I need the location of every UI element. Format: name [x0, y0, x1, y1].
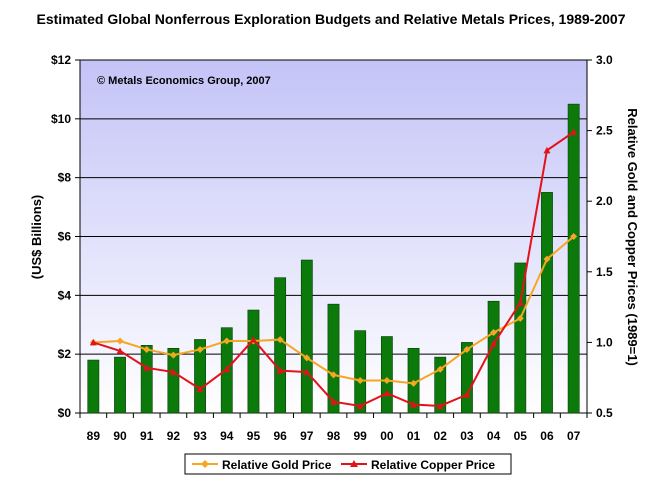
y-axis-label: (US$ Billions) [29, 195, 44, 280]
copper-price-point [249, 336, 257, 343]
copper-price-point [303, 368, 311, 376]
gold-price-point [116, 337, 124, 345]
x-tick-label: 00 [380, 429, 394, 443]
gold-price-point [570, 233, 578, 240]
exploration-budget-bar [380, 336, 393, 414]
gold-price-point [436, 365, 444, 373]
gold-price-point [223, 337, 231, 345]
x-tick-label: 92 [167, 429, 181, 443]
x-axis-ticks: 89 90 91 92 93 94 95 96 97 98 99 00 01 02 03 04 05 06 07 [79, 413, 588, 443]
y2-tick-label: 1.0 [596, 335, 613, 349]
legend-copper-label: Relative Copper Price [371, 458, 495, 472]
x-tick-label: 06 [540, 429, 554, 443]
exploration-budget-bar [327, 303, 340, 414]
copper-price-point [436, 402, 444, 409]
y2-axis-ticks: 0.5 1.0 1.5 2.0 2.5 3.0 [587, 53, 613, 420]
copper-price-point [116, 347, 124, 354]
x-tick-label: 07 [567, 429, 581, 443]
legend: Relative Gold Price Relative Copper Pric… [184, 453, 512, 475]
gold-price-point [276, 336, 284, 344]
line-series [89, 128, 578, 409]
gold-price-point [410, 379, 418, 387]
x-tick-label: 94 [220, 429, 234, 443]
x-tick-label: 91 [140, 429, 154, 443]
copper-price-point [276, 367, 284, 374]
copper-price-point [143, 364, 151, 371]
y2-tick-label: 1.5 [596, 265, 613, 279]
y2-tick-label: 2.0 [596, 194, 613, 208]
legend-copper-marker [350, 460, 358, 467]
exploration-budget-bar [247, 309, 260, 414]
gold-price-point [463, 345, 471, 353]
exploration-budget-bar [140, 345, 153, 414]
copyright-note: © Metals Economics Group, 2007 [97, 75, 271, 87]
copper-price-point [516, 299, 524, 306]
y-tick-label: $8 [58, 171, 72, 185]
exploration-budget-bar [434, 356, 447, 414]
exploration-budget-bar [87, 359, 100, 414]
gold-price-point [490, 329, 498, 337]
gold-price-point [143, 345, 151, 353]
gold-price-point [383, 377, 391, 385]
gold-price-point [169, 351, 177, 359]
x-tick-label: 98 [327, 429, 341, 443]
y-axis-ticks: $0 $2 $4 $6 $8 $10 $12 [51, 53, 80, 420]
copper-price-point [196, 385, 204, 392]
x-tick-label: 96 [273, 429, 287, 443]
y2-tick-label: 0.5 [596, 406, 613, 420]
copper-price-point [89, 338, 97, 346]
x-tick-label: 95 [247, 429, 261, 443]
exploration-budget-bar [114, 356, 126, 414]
exploration-budget-bar [194, 339, 206, 414]
copper-price-point [356, 402, 364, 409]
x-tick-label: 90 [113, 429, 127, 443]
y-tick-label: $10 [51, 112, 71, 126]
gold-price-point [356, 377, 364, 385]
x-tick-label: 01 [407, 429, 421, 443]
exploration-budget-bar [567, 103, 580, 414]
exploration-budget-bar [514, 262, 527, 414]
y-tick-label: $6 [58, 230, 72, 244]
chart-title: Estimated Global Nonferrous Exploration … [37, 11, 626, 27]
exploration-budget-bar [300, 259, 313, 414]
y-tick-label: $12 [51, 53, 71, 67]
copper-price-point [570, 128, 578, 136]
x-tick-label: 97 [300, 429, 314, 443]
gold-price-point [303, 354, 311, 362]
exploration-budget-bar [541, 192, 553, 414]
exploration-budget-bar [354, 330, 367, 414]
copper-price-point [543, 146, 551, 154]
gold-price-point [543, 255, 551, 263]
gold-price-point [516, 314, 524, 322]
gold-price-point [330, 371, 337, 379]
x-tick-label: 05 [514, 429, 528, 443]
y2-tick-label: 2.5 [596, 124, 613, 138]
y2-tick-label: 3.0 [596, 53, 613, 67]
x-tick-label: 02 [434, 429, 448, 443]
legend-gold-marker [201, 460, 209, 468]
copper-price-point [383, 389, 391, 397]
y-tick-label: $4 [58, 288, 72, 302]
x-tick-label: 89 [87, 429, 101, 443]
x-tick-label: 93 [193, 429, 207, 443]
copper-price-point [330, 398, 337, 405]
x-tick-label: 03 [460, 429, 474, 443]
x-tick-label: 99 [354, 429, 368, 443]
exploration-budget-bar [274, 277, 287, 414]
copper-price-point [463, 391, 471, 398]
y2-axis-label: Relative Gold and Copper Prices (1989=1) [625, 108, 640, 366]
exploration-budget-bar [487, 300, 500, 414]
copper-price-point [223, 365, 231, 373]
exploration-budget-bar [167, 347, 180, 414]
exploration-budget-bar [461, 342, 473, 414]
copper-price-point [490, 340, 498, 347]
gold-price-point [196, 345, 204, 353]
y-tick-label: $0 [58, 406, 72, 420]
y-tick-label: $2 [58, 347, 72, 361]
copper-price-point [410, 401, 418, 408]
x-tick-label: 04 [487, 429, 501, 443]
copper-price-point [169, 368, 177, 376]
legend-gold-label: Relative Gold Price [222, 458, 332, 472]
